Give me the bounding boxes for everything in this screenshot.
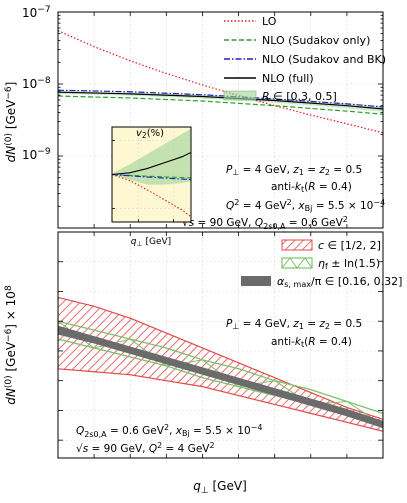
- bottom-annotations: P⊥ = 4 GeV, z1 = z2 = 0.5 anti-kt(R = 0.…: [76, 318, 362, 455]
- inset-panel: v2(%) q⊥ [GeV]: [111, 126, 192, 248]
- top-annotations: P⊥ = 4 GeV, z1 = z2 = 0.5 anti-kt(R = 0.…: [182, 164, 385, 231]
- top-ylabel: dN(0) [GeV−6]: [4, 82, 18, 163]
- legend-swatch-r-band: [223, 90, 257, 101]
- legend-label-sudakov-bk: NLO (Sudakov and BK): [262, 53, 386, 66]
- bottom-annotation-3: Q2s0,A = 0.6 GeV2, xBj = 5.5 × 10−4: [76, 423, 262, 439]
- top-annotation-3: Q2 = 4 GeV2, xBj = 5.5 × 10−4: [226, 198, 385, 213]
- legend-label-r-band: R ∈ [0.3, 0.5]: [262, 90, 337, 103]
- bottom-bands: [58, 296, 383, 432]
- inset-band-area: [112, 128, 191, 185]
- top-ytick-label: 10−9: [22, 147, 51, 162]
- top-frame: [57, 11, 384, 229]
- top-band: [58, 90, 383, 112]
- inset-lines: [112, 151, 191, 218]
- top-legend: LO NLO (Sudakov only) NLO (Sudakov and B…: [223, 15, 386, 103]
- top-annotation-2: anti-kt(R = 0.4): [271, 181, 352, 194]
- bottom-panel: dN(0) [GeV−6] × 108 q⊥ [GeV] c ∈ [1/2, 2…: [4, 231, 402, 496]
- series-line-1: [58, 95, 383, 115]
- inset-band: [112, 128, 191, 185]
- bottom-annotation-4: √s = 90 GeV, Q2 = 4 GeV2: [76, 441, 215, 455]
- legend-label-c-band: c ∈ [1/2, 2]: [318, 239, 381, 252]
- legend-label-full: NLO (full): [262, 72, 314, 85]
- inset-series-line-3: [112, 173, 191, 181]
- legend-swatch-alpha-band: [241, 276, 271, 286]
- legend-swatch-eta-zigzag: [281, 257, 313, 269]
- legend-swatch-c-band: [281, 239, 313, 251]
- bottom-frame: [57, 231, 384, 459]
- inset-title: v2(%): [136, 128, 164, 140]
- top-ytick-label: 10−7: [22, 5, 51, 20]
- bottom-band-1: [58, 320, 383, 426]
- bottom-annotation-1: P⊥ = 4 GeV, z1 = z2 = 0.5: [226, 318, 362, 331]
- legend-label-lo: LO: [262, 15, 277, 28]
- legend-label-eta-band: ηf ± ln(1.5): [318, 257, 380, 271]
- bottom-annotation-2: anti-kt(R = 0.4): [271, 336, 352, 349]
- bottom-ticks: [57, 231, 384, 458]
- bottom-xlabel: q⊥ [GeV]: [193, 479, 247, 496]
- inset-xlabel: q⊥ [GeV]: [131, 237, 171, 248]
- bottom-band-2: [58, 325, 383, 429]
- top-annotation-1: P⊥ = 4 GeV, z1 = z2 = 0.5: [226, 164, 362, 177]
- legend-label-alpha-band: αs, max/π ∈ [0.16, 0.32]: [277, 275, 402, 289]
- top-ytick-label: 10−8: [22, 76, 51, 91]
- band-r-range: [58, 90, 383, 112]
- inset-series-line-1: [112, 173, 191, 218]
- top-panel: 10−7 10−8 10−9 dN(0) [GeV−6] LO NLO (Sud…: [4, 5, 386, 248]
- bottom-legend: c ∈ [1/2, 2] ηf ± ln(1.5) αs, max/π ∈ [0…: [241, 239, 402, 289]
- inset-ticks: [112, 140, 174, 222]
- legend-label-sudakov: NLO (Sudakov only): [262, 34, 370, 47]
- top-ticks: [57, 11, 384, 228]
- inset-series-line-0: [112, 151, 191, 176]
- bottom-ylabel: dN(0) [GeV−6] × 108: [4, 285, 18, 405]
- top-annotation-4: √s = 90 GeV, Q2s0,A = 0.6 GeV2: [182, 215, 348, 231]
